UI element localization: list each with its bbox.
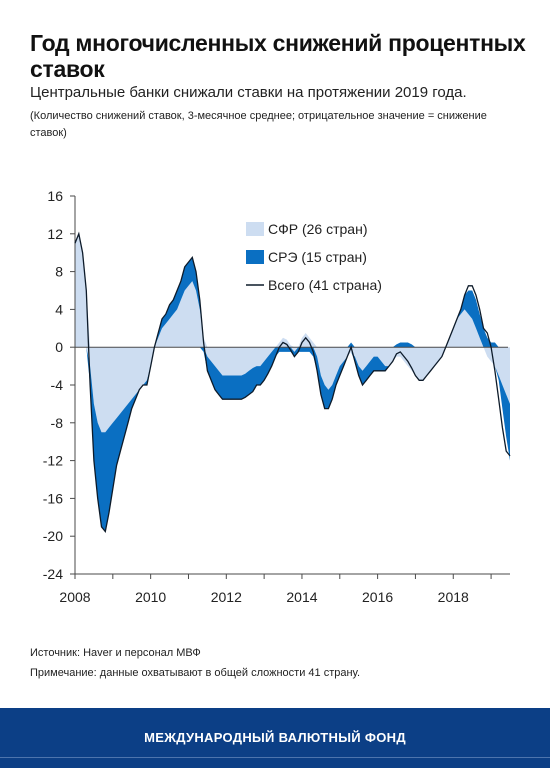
y-tick-label: -8: [51, 415, 64, 431]
series-area-afe-negative: [75, 347, 510, 433]
series-area-afe-positive: [75, 233, 510, 348]
x-tick-label: 2010: [135, 589, 166, 605]
source-note: Источник: Haver и персонал МВФ: [30, 647, 201, 659]
legend-label: СРЭ (15 стран): [268, 249, 367, 265]
y-tick-label: 4: [55, 301, 63, 317]
x-tick-label: 2012: [211, 589, 242, 605]
chart-axes: 16 12 8 4 0 -4 -8 -12 -16 -20 -24 2008 2010 2012 2014 2…: [43, 188, 510, 605]
legend-swatch: [246, 250, 264, 264]
x-tick-label: 2014: [286, 589, 317, 605]
y-tick-label: -4: [51, 377, 64, 393]
chart-note: (Количество снижений ставок, 3-месячное …: [30, 110, 487, 139]
chart-areas: [75, 233, 510, 532]
chart-legend: СФР (26 стран) СРЭ (15 стран) Всего (41 ст…: [246, 221, 382, 293]
legend-swatch: [246, 222, 264, 236]
y-tick-label: -16: [43, 490, 63, 506]
y-tick-label: 0: [55, 339, 63, 355]
imf-brand: МЕЖДУНАРОДНЫЙ ВАЛЮТНЫЙ ФОНД: [144, 730, 406, 745]
legend-label: СФР (26 стран): [268, 221, 367, 237]
y-tick-label: 16: [47, 188, 63, 204]
footer-bar: МЕЖДУНАРОДНЫЙ ВАЛЮТНЫЙ ФОНД: [0, 708, 550, 768]
y-tick-label: 12: [47, 226, 63, 242]
y-tick-label: 8: [55, 264, 63, 280]
series-line-total: [74, 231, 511, 533]
legend-label: Всего (41 страна): [268, 277, 382, 293]
y-tick-label: -24: [43, 566, 63, 582]
footnote: Примечание: данные охватывают в общей сл…: [30, 667, 361, 679]
chart-subtitle: Центральные банки снижали ставки на прот…: [30, 84, 467, 101]
chart-title: Год многочисленных снижений процентных с…: [30, 30, 526, 82]
y-tick-label: -12: [43, 453, 63, 469]
x-tick-label: 2018: [438, 589, 469, 605]
rate-cuts-chart: 16 12 8 4 0 -4 -8 -12 -16 -20 -24 2008 2010 2012 2014 2…: [43, 188, 511, 605]
x-tick-label: 2008: [59, 589, 90, 605]
footer-rule: [0, 757, 550, 758]
x-tick-label: 2016: [362, 589, 393, 605]
y-tick-label: -20: [43, 528, 63, 544]
